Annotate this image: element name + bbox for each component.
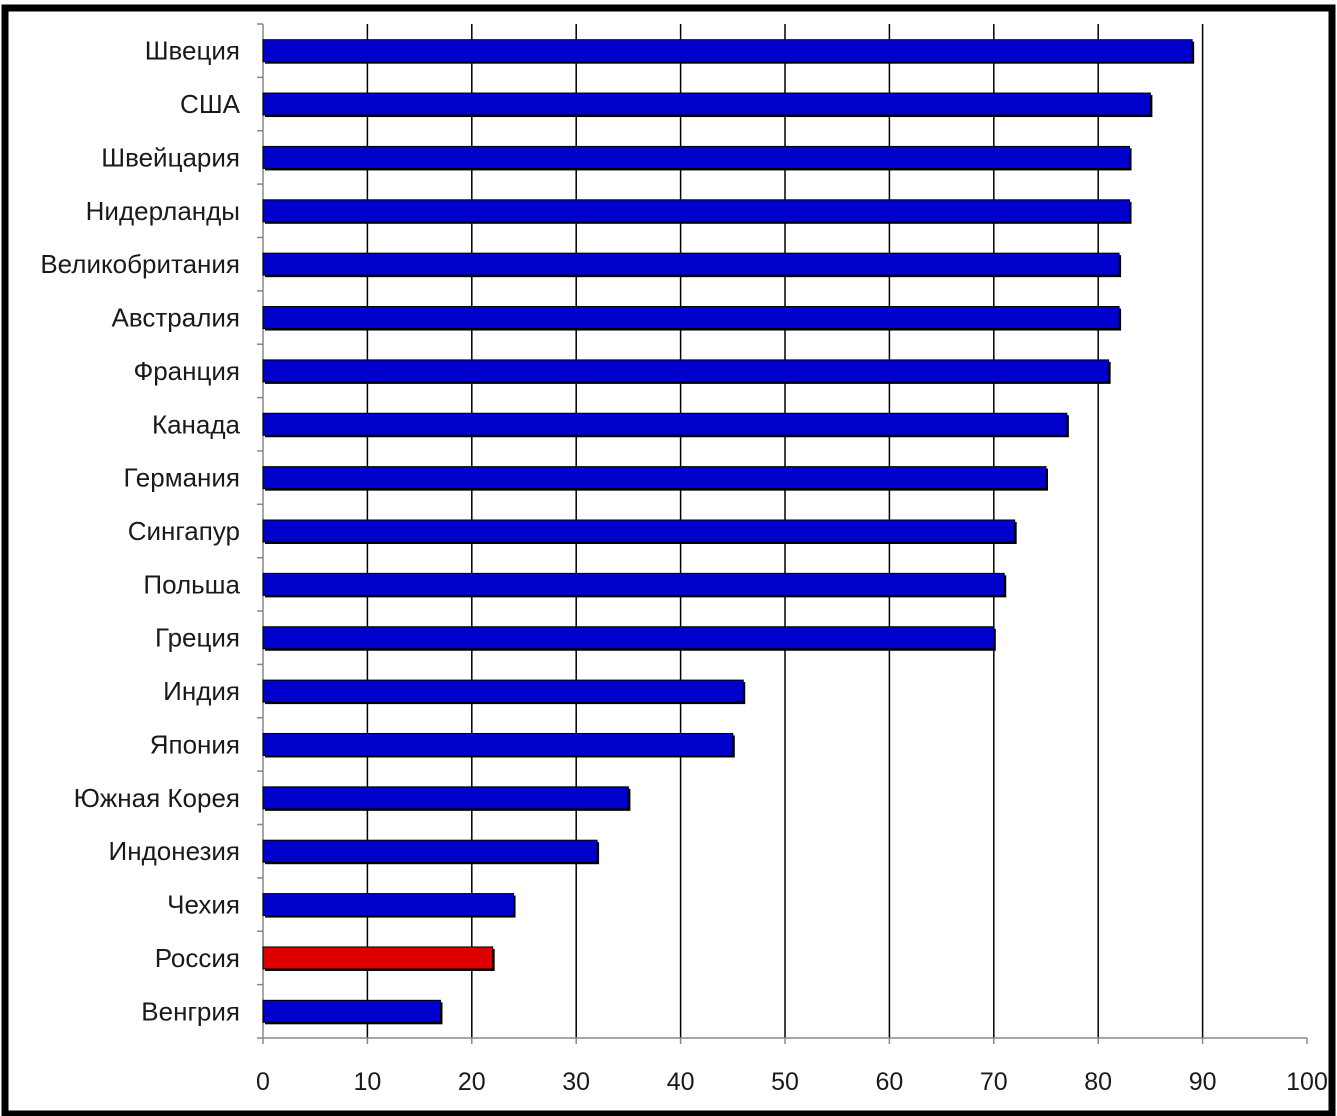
bar-18 (262, 946, 494, 970)
bar-13 (262, 679, 744, 703)
category-label: Германия (123, 463, 240, 493)
x-tick-label: 10 (353, 1068, 381, 1096)
category-label: Чехия (167, 890, 240, 920)
bar-2 (262, 92, 1151, 116)
bar-3 (262, 145, 1131, 169)
x-tick-label: 80 (1084, 1068, 1112, 1096)
bar-19 (262, 999, 441, 1023)
category-label: Россия (155, 943, 240, 973)
x-tick-label: 90 (1189, 1068, 1217, 1096)
bar-1 (262, 39, 1193, 63)
category-label: Швеция (145, 36, 240, 66)
x-tick-label: 20 (458, 1068, 486, 1096)
category-label: Канада (152, 409, 241, 439)
bar-4 (262, 199, 1131, 223)
chart-border (1, 4, 1336, 1116)
bar-14 (262, 732, 734, 756)
x-tick-label: 30 (562, 1068, 590, 1096)
bar-7 (262, 359, 1110, 383)
bar-9 (262, 466, 1047, 490)
category-label: Япония (150, 729, 240, 759)
category-label: Великобритания (40, 249, 240, 279)
category-label: Франция (133, 356, 240, 386)
bar-17 (262, 893, 515, 917)
category-label: Индонезия (109, 836, 240, 866)
x-tick-label: 100 (1286, 1068, 1328, 1096)
x-tick-label: 50 (771, 1068, 799, 1096)
category-label: Греция (155, 623, 240, 653)
x-tick-label: 70 (980, 1068, 1008, 1096)
category-label: Южная Корея (74, 783, 240, 813)
bar-5 (262, 252, 1120, 276)
category-label: Швейцария (101, 142, 240, 172)
bar-16 (262, 839, 598, 863)
bar-15 (262, 786, 629, 810)
category-label: Австралия (112, 303, 240, 333)
category-label: Нидерланды (86, 196, 240, 226)
bar-8 (262, 412, 1068, 436)
bar-12 (262, 626, 995, 650)
bar-6 (262, 306, 1120, 330)
bar-11 (262, 572, 1005, 596)
category-label: Сингапур (128, 516, 240, 546)
category-label: США (180, 89, 241, 119)
top-edge-strip (0, 0, 1337, 8)
category-label: Индия (163, 676, 240, 706)
category-label: Венгрия (141, 996, 240, 1026)
x-tick-label: 0 (256, 1068, 270, 1096)
bar-10 (262, 519, 1016, 543)
x-tick-label: 40 (667, 1068, 695, 1096)
category-label: Польша (143, 569, 240, 599)
x-tick-label: 60 (875, 1068, 903, 1096)
